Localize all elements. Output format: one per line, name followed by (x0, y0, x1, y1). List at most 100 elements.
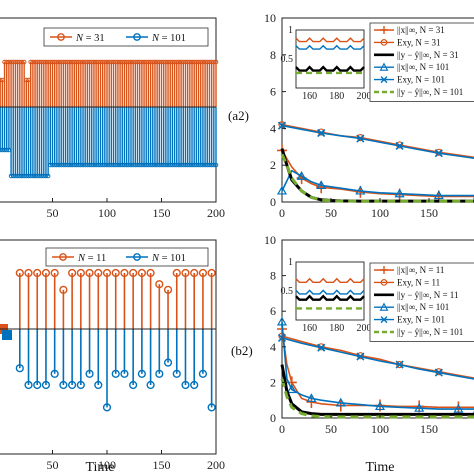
stem-marker-n11 (111, 268, 120, 278)
a2-inset-yticklabel-0.5: 0.5 (281, 54, 294, 65)
panel-a2: (a2) 0 50 100 150 0 2 4 6 8 10 160 180 200 0.5 1 ||x|… (228, 11, 474, 220)
stem-marker-n11 (146, 268, 155, 278)
marker-triangle (453, 403, 464, 413)
b2-xticklabel-0: 0 (279, 422, 285, 436)
a2-legend-label-1: Exy, N = 31 (397, 37, 441, 47)
b2-legend-label-4: Exy, N = 101 (397, 315, 445, 325)
stem-marker-n11 (163, 285, 173, 294)
stem-marker-n11 (94, 268, 103, 278)
marker-triangle (374, 401, 386, 411)
b2-inset-series (295, 277, 365, 283)
series-line (281, 169, 474, 197)
marker-triangle (394, 188, 405, 198)
marker-cross (395, 360, 404, 369)
panel-label-a2: (a2) (228, 108, 249, 123)
stem-marker-n11 (24, 268, 33, 278)
b1-ticklabel-200: 200 (207, 458, 225, 472)
legend-marker-b1-n101 (133, 253, 141, 261)
marker-cross (317, 128, 326, 138)
b2-yticklabel-0: 0 (270, 411, 276, 425)
marker-triangle (286, 384, 297, 394)
a2-yticklabel-8: 8 (270, 48, 276, 62)
stem-marker-n11 (198, 268, 208, 278)
a2-yticklabel-0: 0 (270, 195, 276, 209)
a2-inset-yticklabel-1: 1 (288, 25, 293, 36)
marker-triangle (355, 185, 366, 195)
a2-legend-label-4: Exy, N = 101 (397, 75, 445, 85)
panel-b2: (b2) 0 50 100 150 0 2 4 6 8 10 160 180 200 0.5 1 ||x|… (231, 233, 474, 474)
a2-legend-label-3: ||x||∞, N = 101 (397, 62, 449, 72)
marker-cross (395, 141, 404, 150)
a2-legend-marker-1 (380, 39, 388, 46)
marker-triangle (276, 185, 288, 195)
stem-marker-b1-n101 (59, 380, 68, 390)
a2-yticklabel-10: 10 (264, 11, 276, 25)
legend-label-n101: N = 101 (151, 33, 186, 44)
stem-marker-b1-n101 (76, 380, 85, 390)
series-line (280, 378, 474, 419)
stem-marker-b1-n101 (15, 364, 24, 373)
panel-a1: 50 100 150 200 N = 31 N = 101 (0, 17, 225, 220)
stem-marker-b1-n101 (181, 380, 190, 390)
b1-ticklabel-150: 150 (153, 458, 171, 472)
stem-block-n101 (2, 330, 12, 340)
a2-xticklabel-0: 0 (279, 206, 285, 220)
b2-legend-label-1: Exy, N = 11 (397, 277, 440, 287)
b2-inset-xticklabel-200: 200 (357, 323, 372, 334)
panel-a2-legend: ||x||∞, N = 31 Exy, N = 31 ||y − ŷ||∞, N =… (369, 22, 474, 102)
series-line (280, 153, 474, 203)
stem-marker-n11 (85, 268, 94, 278)
stem-marker-n11 (190, 268, 199, 278)
panel-label-b2: (b2) (231, 343, 253, 358)
series-line (281, 123, 474, 159)
stem-marker-n11 (129, 268, 138, 278)
a2-xticklabel-100: 100 (371, 206, 389, 220)
stem-marker-n11 (137, 268, 146, 278)
stem-marker-b1-n101 (102, 403, 112, 412)
legend-label-b1-n101: N = 101 (151, 253, 186, 264)
a2-xticklabel-50: 50 (325, 206, 337, 220)
panel-a2-inset: 160 180 200 0.5 1 (281, 25, 372, 102)
panel-a1-marks (0, 59, 219, 179)
b2-xticklabel-50: 50 (325, 422, 337, 436)
a2-inset-series (295, 44, 365, 50)
stem-marker-n11 (181, 268, 190, 278)
b2-yticklabel-8: 8 (270, 269, 276, 283)
b1-ticklabel-50: 50 (47, 458, 59, 472)
b2-legend-marker-0 (380, 266, 388, 274)
stem-marker-b1-n101 (24, 380, 33, 390)
stem-marker-b1-n101 (155, 369, 164, 378)
stem-marker-n11 (15, 268, 24, 278)
b2-yticklabel-4: 4 (270, 340, 276, 354)
panel-a2-marks (276, 121, 474, 203)
legend-marker-n11 (59, 253, 67, 261)
a2-legend-marker-0 (380, 26, 388, 34)
marker-plus (414, 400, 425, 413)
a2-yticklabel-2: 2 (270, 158, 276, 172)
b2-legend-label-2: ||y − ŷ||∞, N = 11 (397, 290, 458, 300)
b2-yticklabel-6: 6 (270, 304, 276, 318)
stem-marker-b1-n101 (207, 403, 216, 412)
stem-marker-b1-n101 (111, 369, 120, 378)
stem-marker-n31 (21, 59, 27, 65)
series-line (281, 335, 474, 379)
marker-triangle (296, 171, 307, 180)
b2-legend-label-5: ||y − ŷ||∞, N = 101 (397, 327, 463, 337)
a1-ticklabel-50: 50 (47, 206, 59, 220)
b2-yticklabel-2: 2 (270, 375, 276, 389)
stem-marker-n101 (213, 162, 219, 168)
stem-marker-b1-n101 (33, 380, 42, 390)
a2-legend-label-5: ||y − ŷ||∞, N = 101 (397, 87, 463, 97)
marker-cross (356, 352, 365, 361)
b2-inset-yticklabel-1: 1 (288, 257, 293, 268)
panel-a2-ticks: 0 50 100 150 0 2 4 6 8 10 (264, 11, 438, 220)
marker-triangle (335, 397, 346, 407)
marker-triangle (306, 393, 317, 403)
a2-inset-xticklabel-160: 160 (302, 91, 317, 102)
panel-b2-marks (276, 316, 474, 419)
marker-cross (434, 368, 443, 377)
stem-marker-b1-n101 (50, 369, 59, 378)
stem-marker-b1-n101 (137, 369, 146, 378)
a2-inset-xticklabel-180: 180 (329, 91, 344, 102)
a2-legend-label-0: ||x||∞, N = 31 (397, 25, 445, 35)
